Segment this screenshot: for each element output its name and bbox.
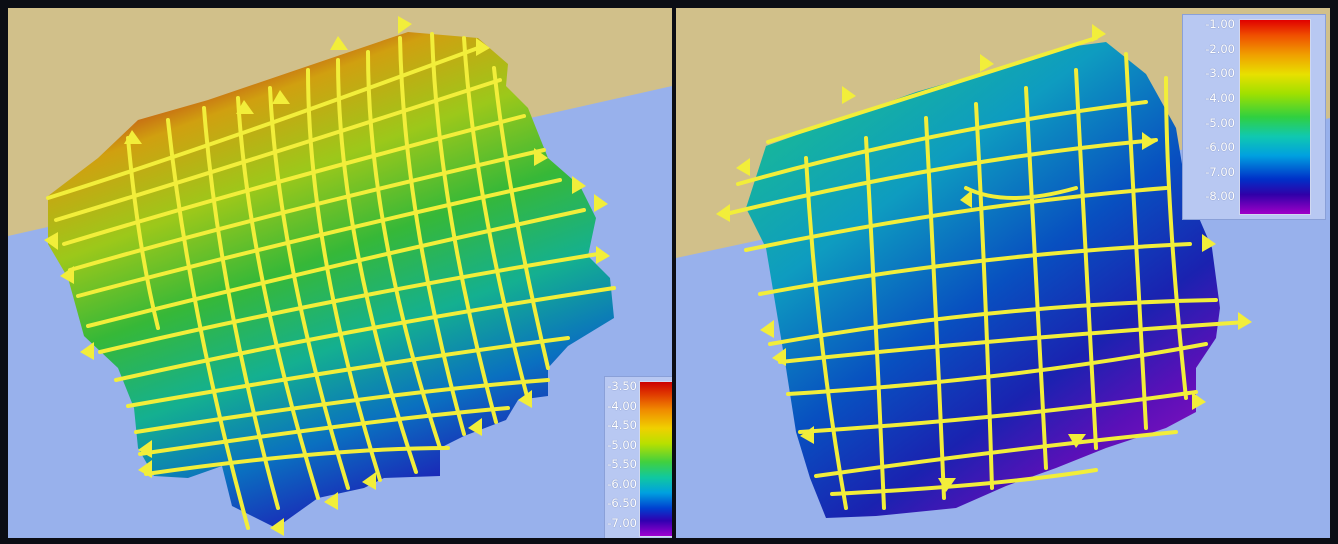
legend-ticks: -1.00 -2.00 -3.00 -4.00 -5.00 -6.00 -7.0…	[1185, 17, 1235, 204]
legend-tick: -8.00	[1205, 189, 1235, 204]
legend-color-bar	[639, 381, 672, 537]
legend-tick: -4.00	[1205, 90, 1235, 105]
legend-tick: -6.50	[607, 496, 637, 510]
legend-tick: -5.00	[607, 437, 637, 452]
survey-track-lines	[724, 36, 1248, 510]
legend-tick: -2.00	[1205, 41, 1235, 56]
legend-tick: -5.00	[1205, 115, 1235, 130]
legend-tick: -5.50	[607, 457, 637, 471]
right-map-panel: -1.00 -2.00 -3.00 -4.00 -5.00 -6.00 -7.0…	[676, 8, 1330, 538]
legend-tick: -6.00	[1205, 140, 1235, 155]
legend-tick: -3.50	[607, 379, 637, 393]
legend-tick: -4.50	[607, 418, 637, 432]
survey-track-lines	[46, 32, 616, 530]
legend-tick: -3.00	[1205, 66, 1235, 81]
legend-tick: -6.00	[607, 476, 637, 491]
color-scale-legend-right: -1.00 -2.00 -3.00 -4.00 -5.00 -6.00 -7.0…	[1182, 14, 1326, 220]
track-arrows	[44, 16, 610, 536]
legend-tick: -7.00	[1205, 164, 1235, 179]
legend-ticks: -3.50 -4.00 -4.50 -5.00 -5.50 -6.00 -6.5…	[607, 379, 637, 530]
track-arrows	[716, 24, 1252, 492]
legend-tick: -4.00	[607, 398, 637, 413]
legend-tick: -1.00	[1205, 17, 1235, 31]
left-map-canvas	[8, 8, 672, 538]
left-map-panel: -3.50 -4.00 -4.50 -5.00 -5.50 -6.00 -6.5…	[8, 8, 672, 538]
legend-tick: -7.00	[607, 515, 637, 530]
color-scale-legend-left: -3.50 -4.00 -4.50 -5.00 -5.50 -6.00 -6.5…	[604, 376, 672, 538]
legend-color-bar	[1239, 19, 1311, 215]
